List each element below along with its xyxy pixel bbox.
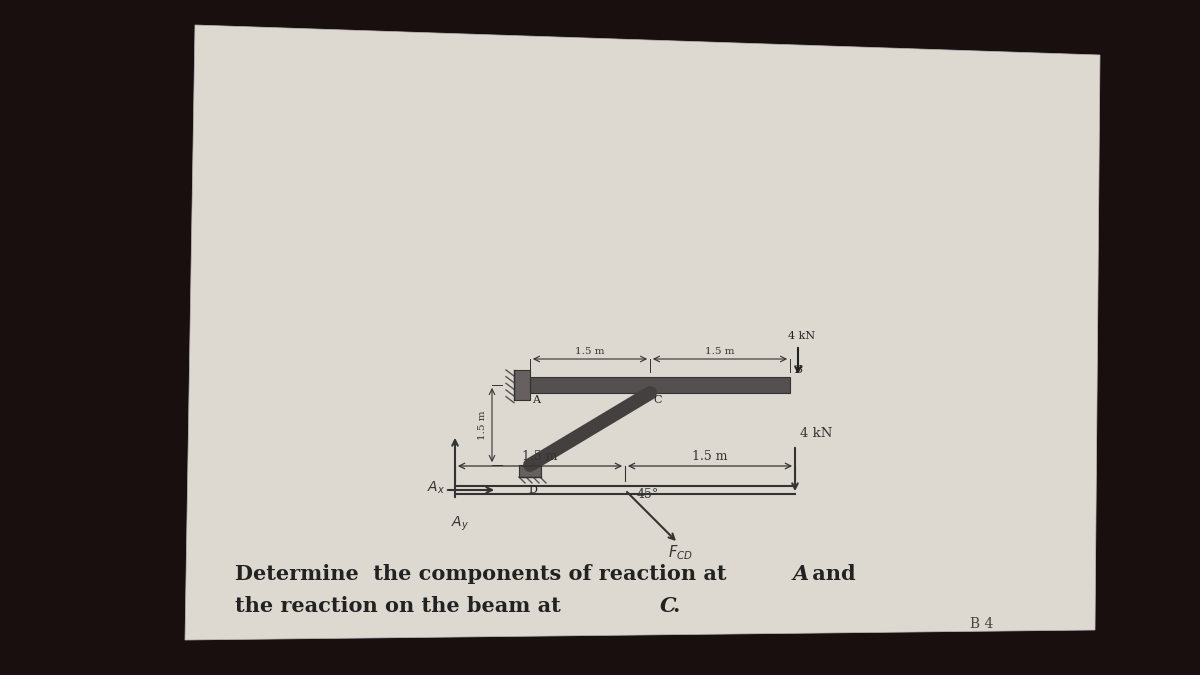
Text: A: A xyxy=(793,564,809,584)
Text: $\mathit{A}_x$: $\mathit{A}_x$ xyxy=(427,480,445,496)
Text: 4 kN: 4 kN xyxy=(800,427,833,440)
Text: Determine  the components of reaction at: Determine the components of reaction at xyxy=(235,564,733,584)
Text: and: and xyxy=(805,564,856,584)
Text: 1.5 m: 1.5 m xyxy=(478,410,487,439)
Text: $\mathit{A}_y$: $\mathit{A}_y$ xyxy=(451,515,469,533)
Polygon shape xyxy=(185,25,1100,640)
Text: $\mathit{F}_{CD}$: $\mathit{F}_{CD}$ xyxy=(668,543,692,562)
Text: C: C xyxy=(653,395,661,405)
Bar xyxy=(520,465,541,477)
Text: C: C xyxy=(660,596,677,616)
Text: 4 kN: 4 kN xyxy=(788,331,815,341)
Text: B: B xyxy=(794,365,802,375)
Text: D: D xyxy=(528,485,536,495)
Text: 1.5 m: 1.5 m xyxy=(692,450,727,463)
Text: 45°: 45° xyxy=(637,488,659,501)
Bar xyxy=(514,370,530,400)
Text: .: . xyxy=(672,596,679,616)
Text: the reaction on the beam at: the reaction on the beam at xyxy=(235,596,568,616)
Text: 1.5 m: 1.5 m xyxy=(706,347,734,356)
Text: 1.5 m: 1.5 m xyxy=(522,450,558,463)
Text: B 4: B 4 xyxy=(970,617,994,631)
Text: 1.5 m: 1.5 m xyxy=(575,347,605,356)
Text: A: A xyxy=(532,395,540,405)
Bar xyxy=(530,377,790,393)
